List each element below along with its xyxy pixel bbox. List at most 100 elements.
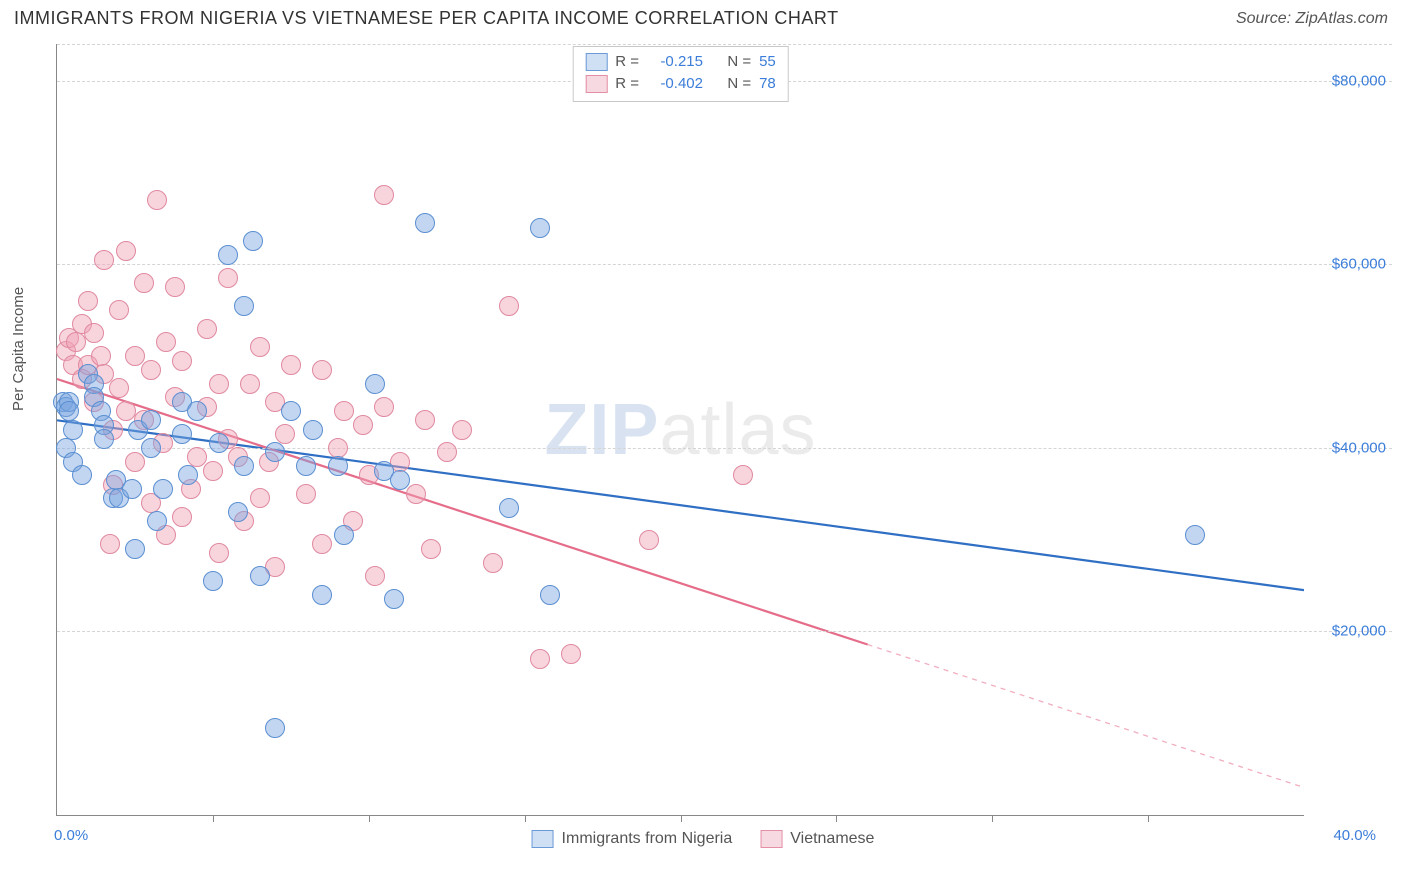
data-point-nigeria — [187, 401, 207, 421]
chart-title: IMMIGRANTS FROM NIGERIA VS VIETNAMESE PE… — [14, 8, 839, 29]
data-point-nigeria — [384, 589, 404, 609]
data-point-vietnamese — [91, 346, 111, 366]
watermark: ZIPatlas — [544, 389, 816, 471]
data-point-nigeria — [234, 296, 254, 316]
data-point-vietnamese — [218, 268, 238, 288]
data-point-nigeria — [1185, 525, 1205, 545]
data-point-vietnamese — [134, 273, 154, 293]
data-point-vietnamese — [415, 410, 435, 430]
data-point-vietnamese — [312, 360, 332, 380]
data-point-nigeria — [125, 539, 145, 559]
data-point-vietnamese — [116, 401, 136, 421]
y-tick-label: $80,000 — [1332, 72, 1386, 89]
data-point-nigeria — [234, 456, 254, 476]
gridline — [57, 44, 1392, 45]
data-point-vietnamese — [116, 241, 136, 261]
data-point-nigeria — [178, 465, 198, 485]
legend-row-vietnamese: R =-0.402 N =78 — [585, 73, 776, 95]
data-point-nigeria — [334, 525, 354, 545]
data-point-vietnamese — [733, 465, 753, 485]
data-point-vietnamese — [530, 649, 550, 669]
y-tick-label: $60,000 — [1332, 256, 1386, 273]
data-point-vietnamese — [100, 534, 120, 554]
legend-label: Immigrants from Nigeria — [562, 830, 733, 848]
data-point-vietnamese — [78, 291, 98, 311]
r-label: R = — [615, 51, 639, 73]
gridline — [57, 448, 1392, 449]
data-point-nigeria — [63, 420, 83, 440]
data-point-nigeria — [59, 401, 79, 421]
y-tick-label: $40,000 — [1332, 439, 1386, 456]
legend-row-nigeria: R =-0.215 N =55 — [585, 51, 776, 73]
r-value: -0.402 — [647, 73, 703, 95]
data-point-nigeria — [141, 410, 161, 430]
x-tick — [681, 815, 682, 822]
data-point-nigeria — [94, 429, 114, 449]
data-point-vietnamese — [203, 461, 223, 481]
data-point-nigeria — [328, 456, 348, 476]
data-point-nigeria — [141, 438, 161, 458]
data-point-vietnamese — [452, 420, 472, 440]
gridline — [57, 631, 1392, 632]
y-tick-label: $20,000 — [1332, 623, 1386, 640]
data-point-vietnamese — [281, 355, 301, 375]
data-point-vietnamese — [334, 401, 354, 421]
legend-item-nigeria: Immigrants from Nigeria — [532, 830, 733, 848]
legend-label: Vietnamese — [790, 830, 874, 848]
data-point-vietnamese — [165, 277, 185, 297]
y-axis-label: Per Capita Income — [10, 287, 27, 411]
data-point-nigeria — [250, 566, 270, 586]
data-point-vietnamese — [312, 534, 332, 554]
r-value: -0.215 — [647, 51, 703, 73]
data-point-nigeria — [281, 401, 301, 421]
series-legend: Immigrants from Nigeria Vietnamese — [532, 830, 875, 848]
data-point-nigeria — [530, 218, 550, 238]
data-point-vietnamese — [374, 397, 394, 417]
data-point-vietnamese — [197, 319, 217, 339]
scatter-plot: ZIPatlas R =-0.215 N =55R =-0.402 N =78 … — [56, 44, 1304, 816]
data-point-nigeria — [72, 465, 92, 485]
data-point-nigeria — [390, 470, 410, 490]
data-point-vietnamese — [250, 337, 270, 357]
legend-swatch — [532, 830, 554, 848]
trend-lines — [57, 44, 1304, 815]
legend-swatch — [585, 75, 607, 93]
data-point-nigeria — [296, 456, 316, 476]
x-tick — [525, 815, 526, 822]
data-point-vietnamese — [156, 332, 176, 352]
data-point-nigeria — [203, 571, 223, 591]
data-point-vietnamese — [209, 374, 229, 394]
legend-swatch — [585, 53, 607, 71]
data-point-nigeria — [172, 424, 192, 444]
data-point-vietnamese — [561, 644, 581, 664]
data-point-vietnamese — [483, 553, 503, 573]
legend-item-vietnamese: Vietnamese — [760, 830, 874, 848]
n-value: 78 — [759, 73, 776, 95]
correlation-legend: R =-0.215 N =55R =-0.402 N =78 — [572, 46, 789, 102]
r-label: R = — [615, 73, 639, 95]
x-axis-end-label: 40.0% — [1333, 827, 1376, 844]
x-axis-start-label: 0.0% — [54, 827, 88, 844]
data-point-vietnamese — [250, 488, 270, 508]
data-point-vietnamese — [147, 190, 167, 210]
data-point-nigeria — [122, 479, 142, 499]
data-point-nigeria — [365, 374, 385, 394]
gridline — [57, 264, 1392, 265]
data-point-vietnamese — [365, 566, 385, 586]
data-point-vietnamese — [109, 300, 129, 320]
data-point-vietnamese — [353, 415, 373, 435]
data-point-nigeria — [499, 498, 519, 518]
data-point-nigeria — [303, 420, 323, 440]
n-value: 55 — [759, 51, 776, 73]
chart-source: Source: ZipAtlas.com — [1236, 10, 1388, 28]
data-point-vietnamese — [296, 484, 316, 504]
data-point-vietnamese — [125, 452, 145, 472]
data-point-vietnamese — [275, 424, 295, 444]
data-point-nigeria — [218, 245, 238, 265]
data-point-vietnamese — [172, 351, 192, 371]
trendline-extrapolation-vietnamese — [868, 645, 1304, 788]
data-point-vietnamese — [639, 530, 659, 550]
data-point-nigeria — [312, 585, 332, 605]
data-point-vietnamese — [421, 539, 441, 559]
data-point-nigeria — [147, 511, 167, 531]
